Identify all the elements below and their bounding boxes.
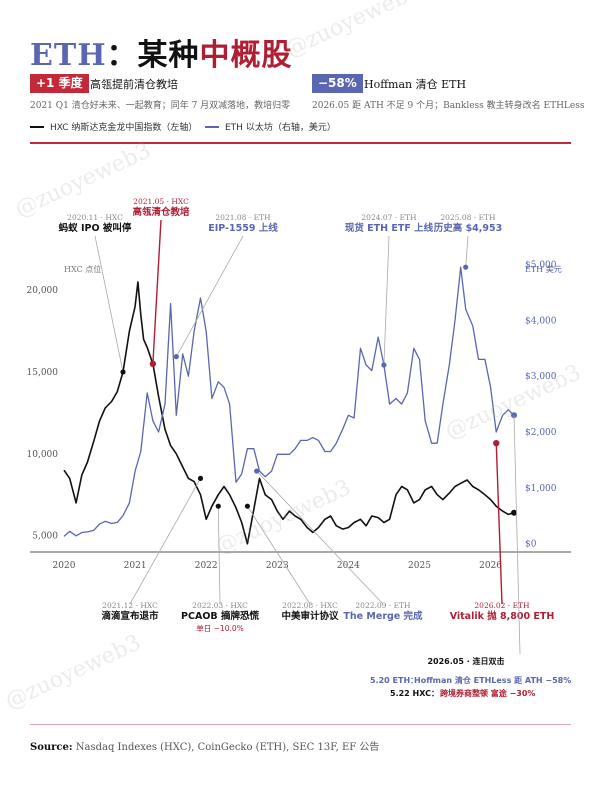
legend-eth: ETH 以太坊（右轴，美元）: [205, 120, 336, 133]
series-line-eth: [63, 266, 515, 537]
annotation-leader: [495, 443, 503, 605]
title-accent: 中概股: [199, 38, 293, 73]
annotation-date: 2024.07 · ETH: [361, 213, 417, 222]
x-tick-label: 2026: [479, 561, 502, 571]
annotation-date: 2021.12 · HXC: [102, 601, 158, 610]
annotation-title: EIP-1559 上线: [208, 222, 278, 234]
legend-hxc: HXC 纳斯达克金龙中国指数（左轴）: [30, 120, 197, 133]
annotation-leader: [94, 235, 124, 373]
x-tick-label: 2021: [124, 561, 147, 571]
title-eth: ETH: [30, 38, 107, 73]
annotation-leader: [129, 478, 201, 605]
annotation-marker: [197, 475, 204, 481]
annotation-date: 2022.09 · ETH: [355, 601, 411, 610]
annotation-date: 2022.03 · HXC: [192, 601, 248, 610]
x-tick-label: 2024: [337, 561, 360, 571]
annotation-date: 2025.08 · ETH: [440, 213, 496, 222]
source-note: Source: Nasdaq Indexes (HXC), CoinGecko …: [30, 738, 379, 753]
left-tick-label: 20,000: [27, 286, 59, 296]
annotation-date: 2022.08 · HXC: [282, 601, 338, 610]
page-title: ETH：某种中概股: [30, 30, 293, 74]
event-box-title: 2026.05 · 连日双击: [427, 656, 504, 666]
annotation-leader: [217, 506, 221, 605]
right-tick-label: $0: [525, 540, 537, 550]
annotation-marker: [149, 360, 157, 368]
annotation-title: Vitalik 抛 8,800 ETH: [450, 610, 555, 622]
right-tick-label: $1,000: [525, 484, 557, 494]
annotation-date: 2026.02 · ETH: [474, 601, 530, 610]
right-tick-label: $5,000: [525, 261, 557, 271]
annotation-marker: [173, 354, 179, 360]
header-divider: [30, 142, 571, 144]
badge-plus-one-quarter: +1 季度: [30, 74, 89, 93]
annotation-title: 滴滴宣布退市: [101, 610, 159, 622]
annotation-leader: [175, 235, 244, 357]
annotation-leader: [247, 505, 311, 605]
right-tick-label: $4,000: [525, 316, 557, 326]
right-tick-label: $2,000: [525, 428, 557, 438]
event-line-2-text: 跨境券商整顿 富途 −30%: [440, 688, 535, 698]
badge-left-label: 高瓴提前清仓教培: [90, 78, 178, 91]
annotation-title: PCAOB 摘牌恐慌: [181, 610, 259, 622]
annotation-marker: [493, 439, 500, 447]
end-point-marker: [511, 509, 518, 516]
event-leader: [513, 415, 521, 655]
annotation-title: 现货 ETH ETF 上线: [345, 222, 434, 234]
left-axis-label: HXC 点位: [64, 264, 101, 274]
right-tick-label: $3,000: [525, 372, 557, 382]
title-colon: ：: [106, 38, 138, 73]
series-line-hxc: [63, 281, 515, 545]
annotation-marker: [244, 503, 251, 509]
x-tick-label: 2023: [266, 561, 289, 571]
annotation-leader: [383, 235, 390, 366]
left-tick-label: 10,000: [27, 450, 59, 460]
annotation-title: 历史高 $4,953: [434, 222, 502, 234]
x-tick-label: 2025: [408, 561, 431, 571]
event-line-2-prefix: 5.22 HXC：: [390, 689, 439, 698]
annotation-leader: [152, 219, 162, 364]
source-label: Source:: [30, 742, 73, 753]
footer-divider: [30, 724, 571, 725]
annotation-date: 2021.05 · HXC: [133, 197, 189, 206]
badge-minus-58: −58%: [312, 74, 363, 93]
annotation-note: 单日 −10.0%: [196, 623, 244, 633]
annotation-leader: [256, 470, 384, 605]
badge-right-subtitle: 2026.05 距 ATH 不足 9 个月；Bankless 教主转身改名 ET…: [312, 101, 585, 111]
annotation-title: The Merge 完成: [343, 610, 423, 622]
annotation-title: 蚂蚁 IPO 被叫停: [59, 222, 132, 234]
annotation-marker: [120, 369, 126, 375]
title-main: 某种: [137, 38, 200, 73]
legend-hxc-label: HXC 纳斯达克金龙中国指数（左轴）: [50, 123, 198, 133]
source-text: Nasdaq Indexes (HXC), CoinGecko (ETH), S…: [75, 742, 380, 753]
left-tick-label: 5,000: [32, 532, 58, 542]
left-tick-label: 15,000: [27, 368, 59, 378]
right-axis-label: ETH 美元: [525, 264, 562, 274]
legend-hxc-swatch: [30, 125, 44, 128]
annotation-marker: [254, 468, 260, 474]
x-tick-label: 2022: [195, 561, 218, 571]
legend-eth-label: ETH 以太坊（右轴，美元）: [225, 123, 336, 133]
event-line-1-prefix: 5.20 ETH：: [370, 676, 418, 685]
annotation-marker: [381, 362, 387, 368]
annotation-title: 中美审计协议: [281, 610, 339, 622]
event-line-1-text: Hoffman 清仓 ETHLess 距 ATH −58%: [414, 675, 571, 685]
legend-eth-swatch: [205, 125, 219, 128]
annotation-date: 2020.11 · HXC: [67, 213, 123, 222]
annotation-leader: [465, 235, 469, 268]
annotation-date: 2021.08 · ETH: [215, 213, 271, 222]
x-tick-label: 2020: [53, 561, 76, 571]
annotation-marker: [463, 264, 469, 270]
annotation-marker: [215, 503, 221, 509]
badge-right-label: Hoffman 清仓 ETH: [364, 78, 467, 91]
badge-left-subtitle: 2021 Q1 清仓好未来、一起教育；同年 7 月双减落地，教培归零: [30, 101, 291, 111]
annotation-title: 高瓴清仓教培: [132, 206, 190, 218]
